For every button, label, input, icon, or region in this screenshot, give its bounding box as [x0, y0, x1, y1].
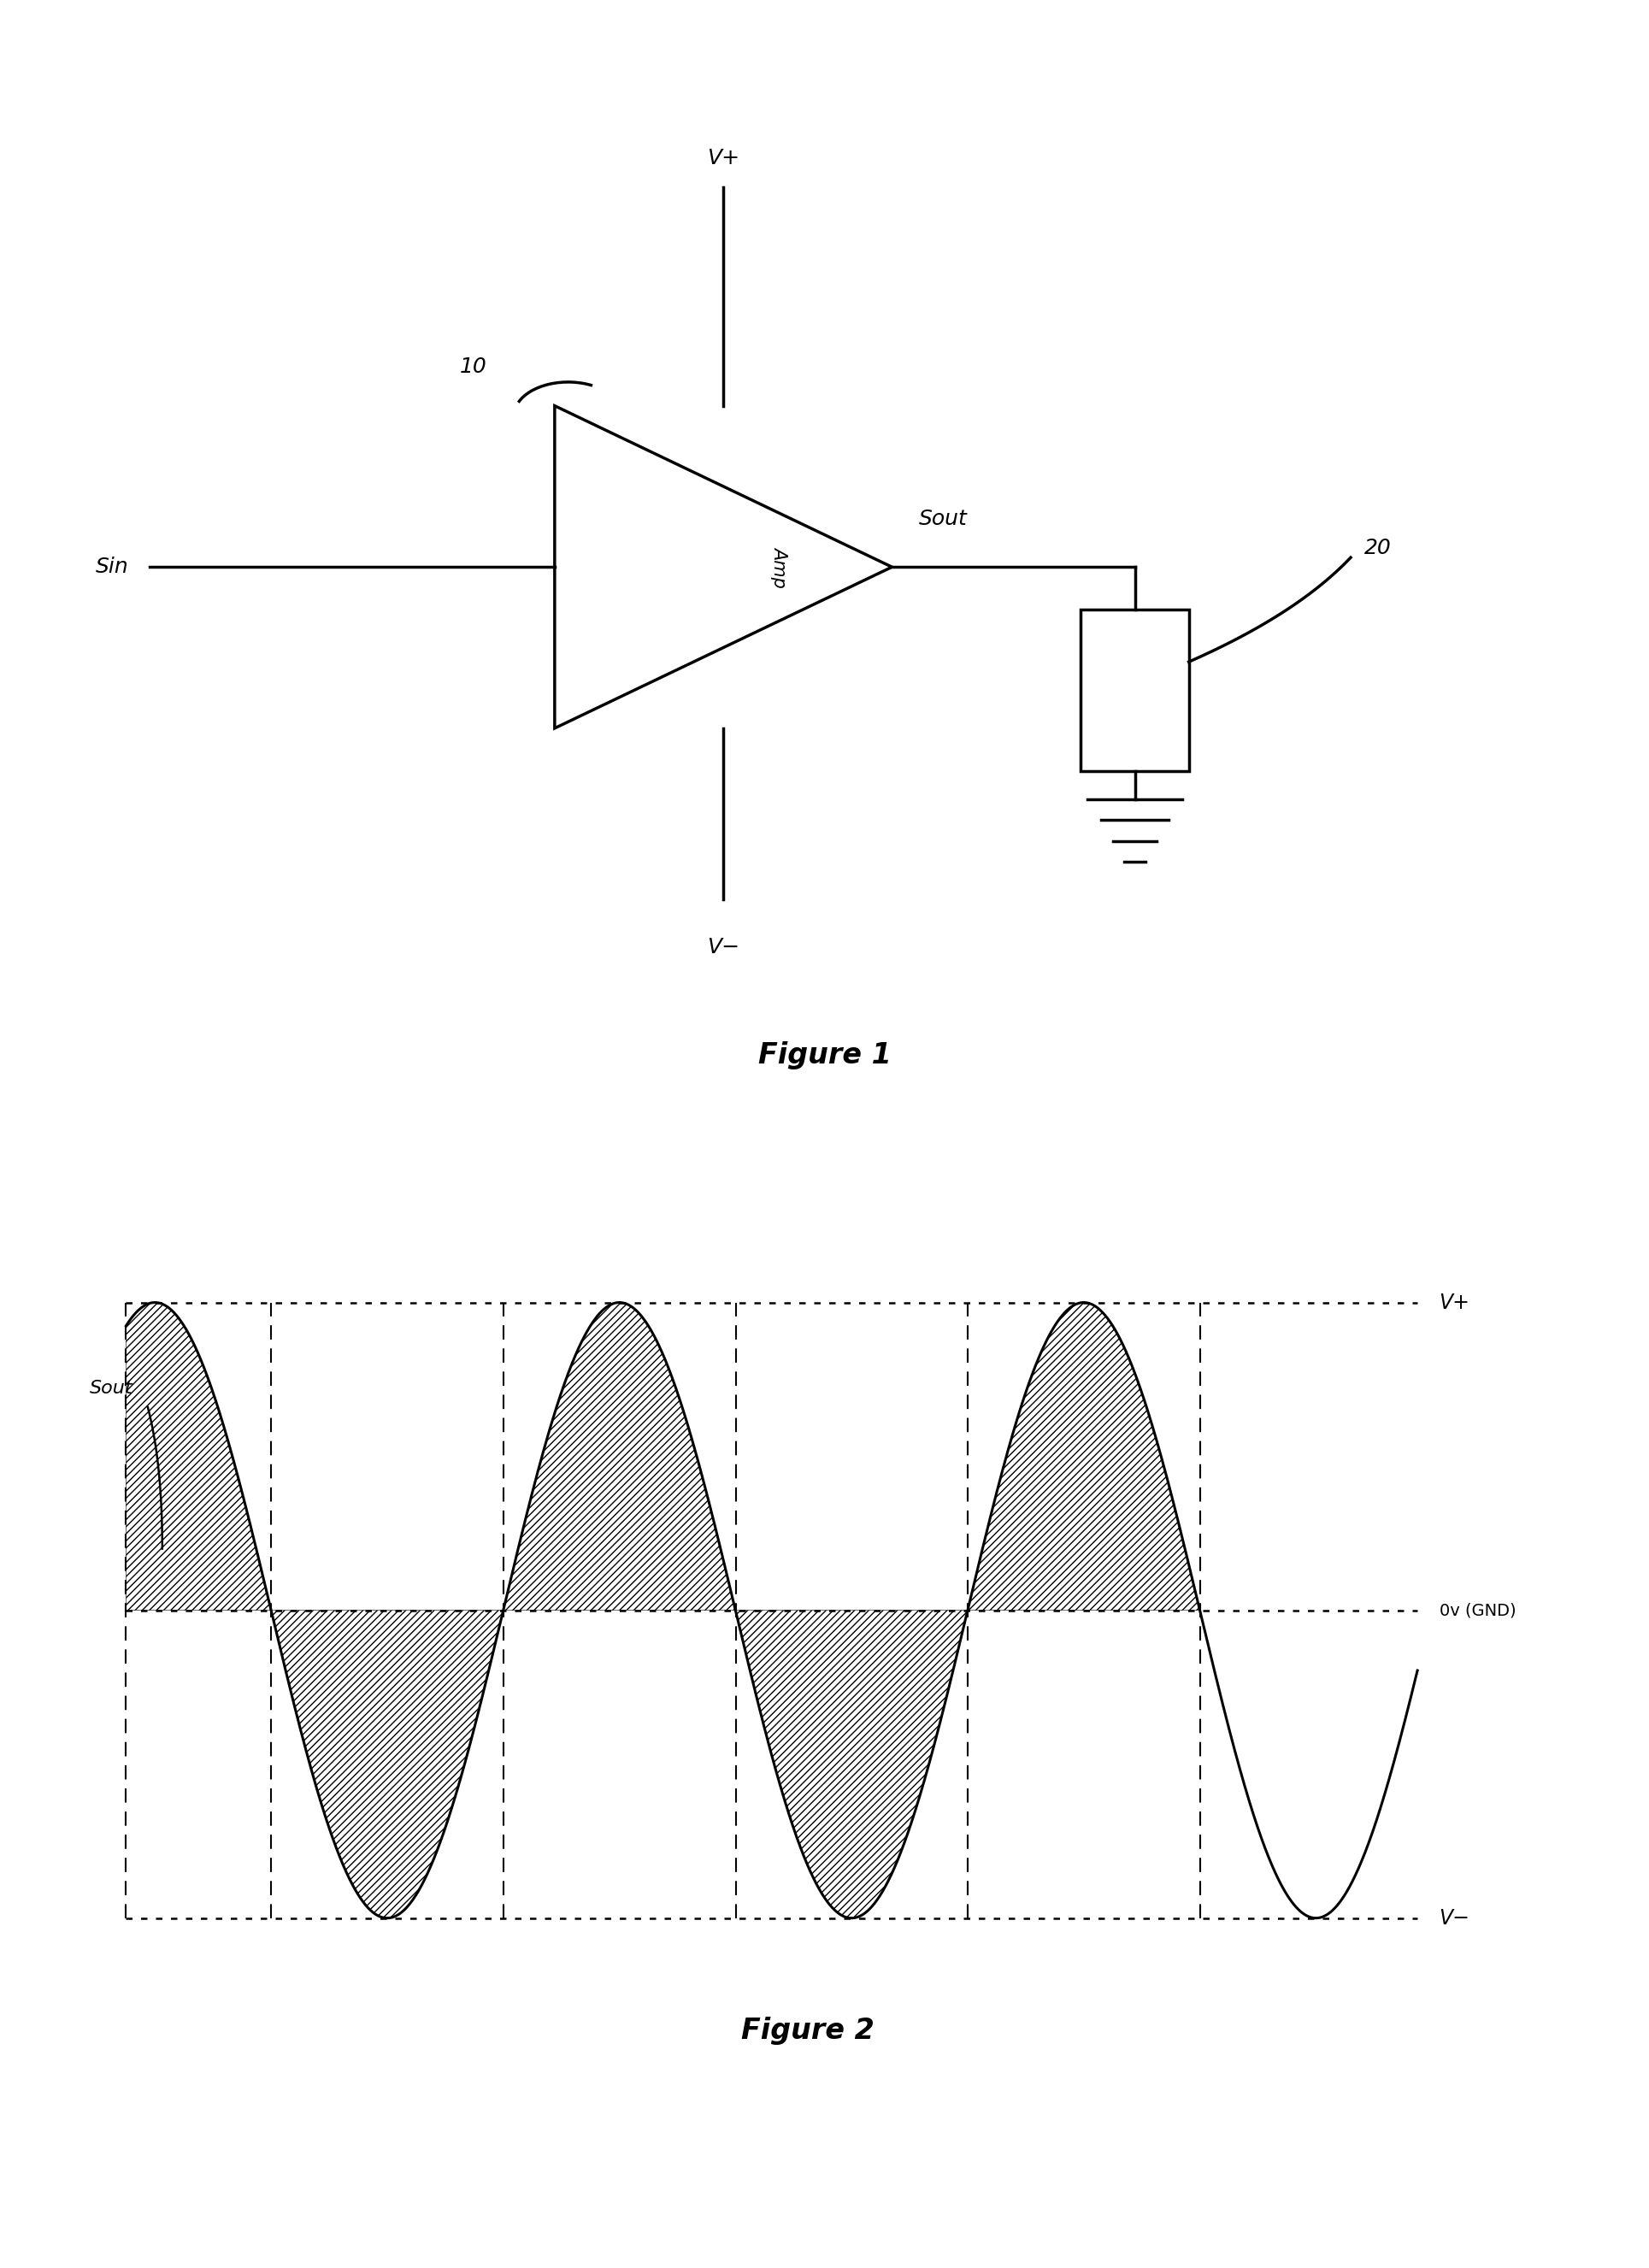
Text: Amp: Amp	[772, 547, 788, 587]
Text: Sin: Sin	[96, 556, 129, 578]
Text: 20: 20	[1364, 538, 1392, 558]
Text: V+: V+	[1440, 1293, 1469, 1313]
Text: 0v (GND): 0v (GND)	[1440, 1601, 1515, 1619]
Text: V−: V−	[707, 937, 740, 957]
Text: Figure 1: Figure 1	[759, 1041, 890, 1070]
Text: Sout: Sout	[918, 508, 968, 528]
Bar	[1080, 610, 1189, 771]
Text: Figure 2: Figure 2	[742, 2016, 874, 2046]
Text: V−: V−	[1440, 1907, 1469, 1928]
Text: V+: V+	[707, 147, 740, 168]
Text: 10: 10	[460, 356, 486, 376]
Text: Sout: Sout	[89, 1381, 134, 1397]
